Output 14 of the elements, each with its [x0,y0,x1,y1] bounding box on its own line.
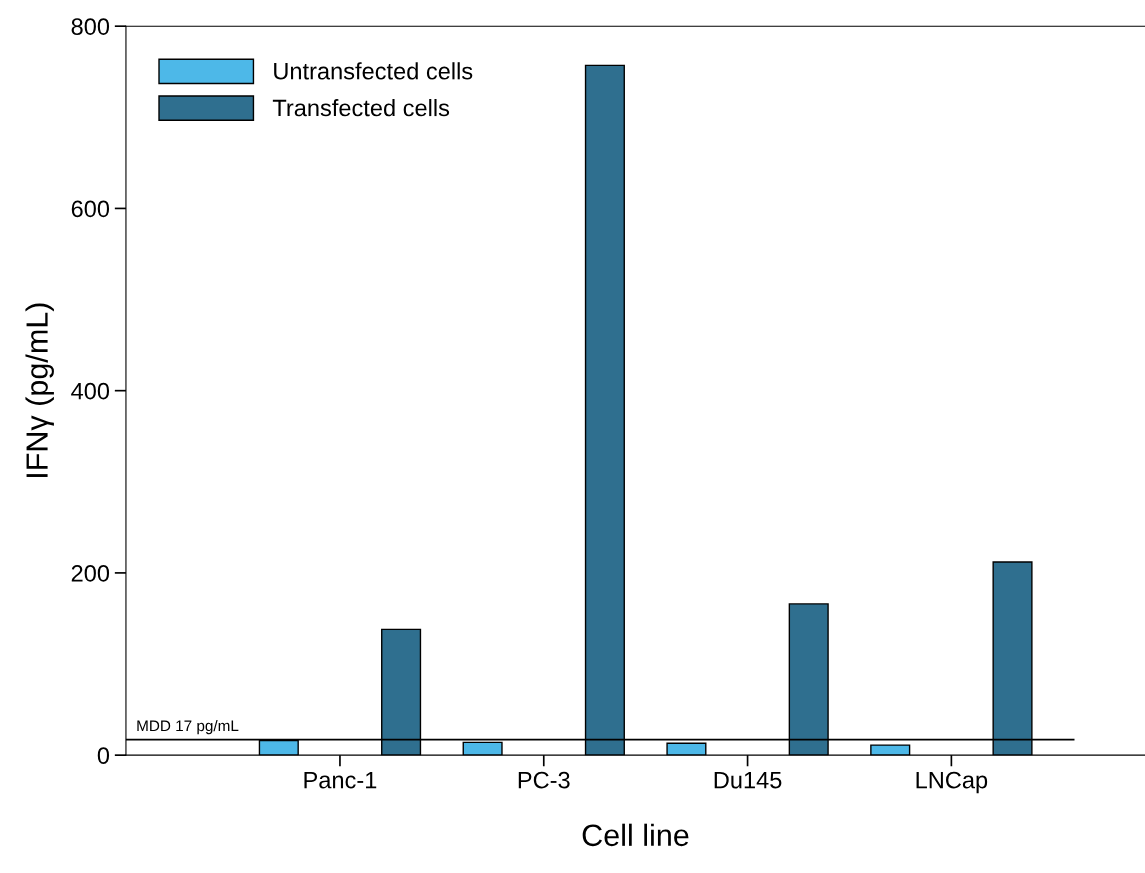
x-tick-label: PC-3 [518,771,570,789]
x-axis-title: Cell line [582,823,689,847]
x-tick-label: Du145 [714,771,782,789]
y-tick-label: 400 [71,382,110,400]
ref-line-label: MDD 17 pg/mL [137,719,239,735]
y-axis-title: IFNγ (pg/mL) [25,303,54,477]
y-tick-label: 600 [71,200,110,218]
x-tick-label: Panc-1 [304,771,377,789]
x-tick-label: LNCap [916,771,988,794]
y-tick-label: 0 [97,747,110,764]
legend-label: Transfected cells [272,98,450,117]
y-tick-label: 200 [71,564,110,582]
y-tick-label: 800 [71,18,110,35]
legend-label: Untransfected cells [274,62,473,80]
